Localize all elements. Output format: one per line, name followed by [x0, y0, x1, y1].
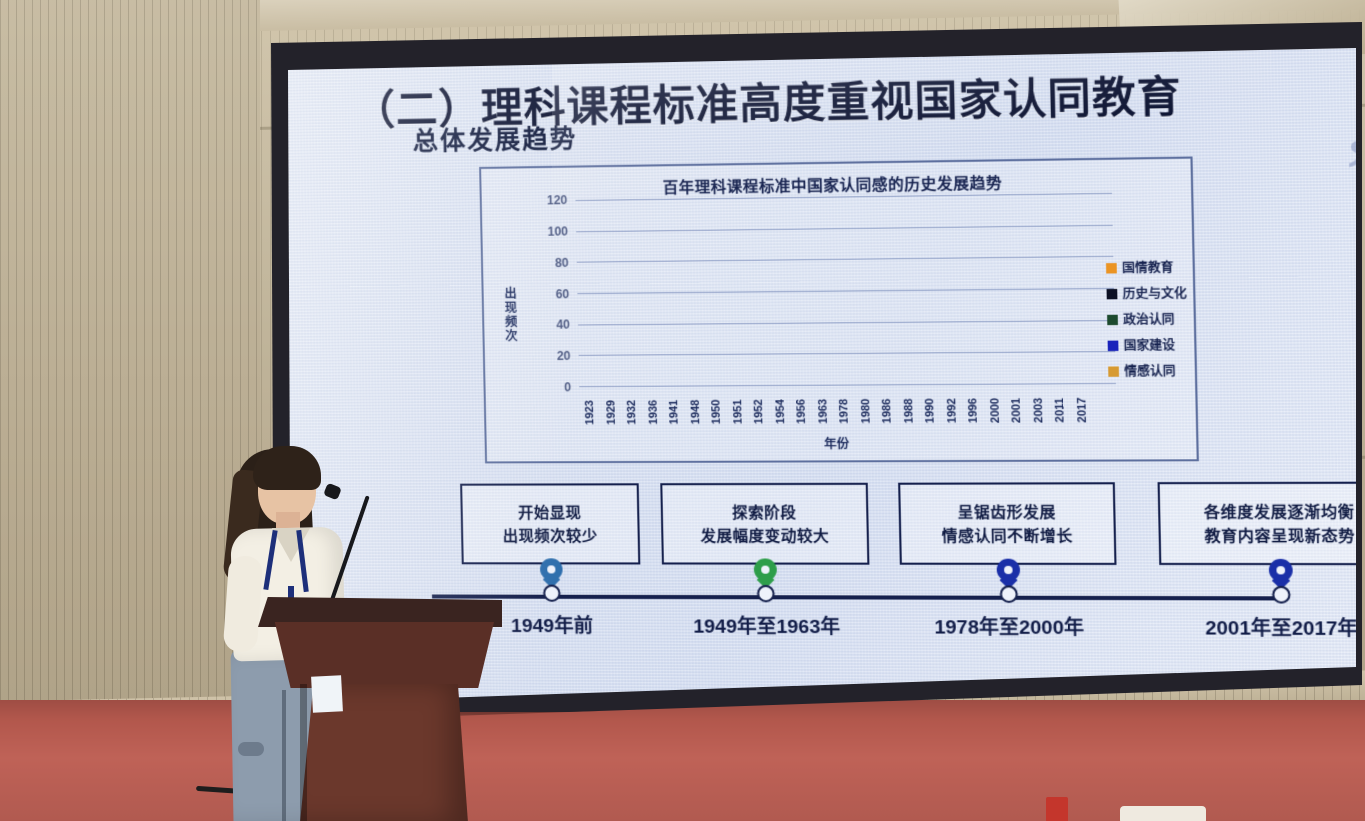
x-tick-label: 2017 — [1075, 397, 1089, 423]
x-tick-label: 1990 — [923, 398, 938, 424]
pin-dot — [761, 565, 770, 574]
x-tick-label: 1929 — [604, 399, 618, 425]
timeline-card-line1: 各维度发展逐渐均衡 — [1203, 503, 1355, 522]
chart-plot-area: 0 20 40 60 80 100 120 1923 1929 1932 1936 1941 1948… — [547, 192, 1116, 425]
podium-face — [274, 622, 494, 688]
x-tick-label: 1963 — [816, 398, 830, 424]
legend-swatch — [1107, 314, 1118, 325]
chart-x-axis-label: 年份 — [823, 436, 850, 452]
timeline-card-line2: 教育内容呈现新态势 — [1204, 527, 1356, 546]
map-pin-icon — [995, 558, 1020, 603]
presenter-jeans-seam — [282, 690, 286, 821]
stage-floor — [0, 700, 1365, 821]
timeline-item[interactable]: 各维度发展逐渐均衡 教育内容呈现新态势 2001年至2017年 — [1157, 481, 1356, 640]
x-tick-label: 1923 — [583, 400, 597, 425]
x-tick-label: 2000 — [988, 397, 1002, 424]
chart-bars: 1923 1929 1932 1936 1941 1948 1950 1951 1952 1954… — [576, 193, 1093, 425]
x-tick-label: 1936 — [646, 399, 660, 425]
podium-notes — [311, 675, 343, 713]
pin-base-ring — [756, 584, 775, 603]
x-tick-label: 1932 — [625, 399, 639, 425]
timeline-caption: 2001年至2017年 — [1205, 617, 1359, 641]
x-tick-label: 1948 — [689, 399, 703, 425]
timeline-item[interactable]: 呈锯齿形发展 情感认同不断增长 1978年至2000年 — [898, 482, 1117, 639]
map-pin-icon — [753, 558, 778, 603]
pin-base-ring — [1271, 585, 1291, 604]
timeline-card[interactable]: 开始显现出现频次较少 — [460, 483, 641, 565]
x-tick-label: 2011 — [1053, 397, 1068, 423]
led-screen: （二）理科课程标准高度重视国家认同教育 总体发展趋势 ” 百年理科课程标准中国家… — [252, 22, 1362, 712]
chart-legend: 国情教育历史与文化政治认同国家建设情感认同 — [1105, 258, 1189, 380]
pin-base-ring — [542, 584, 561, 602]
x-tick-label: 1950 — [710, 399, 724, 425]
timeline-card-line2: 发展幅度变动较大 — [700, 527, 830, 546]
x-tick-label: 1952 — [752, 399, 766, 425]
chart-panel: 百年理科课程标准中国家认同感的历史发展趋势 出现频次 年份 0 20 40 60 80 1… — [479, 156, 1199, 464]
legend-swatch — [1108, 365, 1120, 377]
y-tick-label: 20 — [556, 348, 571, 364]
pin-dot — [1275, 566, 1285, 575]
y-tick-label: 40 — [556, 317, 571, 333]
presenter-jeans-rip — [238, 742, 264, 756]
wall-left-panel — [0, 0, 260, 760]
presenter-hair-front — [253, 446, 321, 490]
pin-dot — [1003, 565, 1013, 575]
legend-item: 政治认同 — [1107, 310, 1188, 328]
timeline-card[interactable]: 呈锯齿形发展 情感认同不断增长 — [898, 482, 1117, 565]
legend-item: 国家建设 — [1107, 336, 1189, 354]
x-tick-label: 1954 — [774, 399, 788, 425]
x-tick-label: 2003 — [1032, 397, 1046, 423]
x-tick-label: 1980 — [859, 398, 873, 424]
timeline-item[interactable]: 开始显现 出现频次较少 1949年前 — [460, 483, 641, 637]
y-tick-label: 0 — [564, 380, 572, 395]
x-tick-label: 2001 — [1010, 397, 1024, 423]
y-tick-label: 100 — [547, 224, 569, 239]
timeline-card-line1: 探索阶段 — [731, 504, 797, 522]
bar-column: 2017 — [1067, 193, 1093, 422]
presenter-arm — [222, 554, 264, 654]
legend-item: 情感认同 — [1108, 362, 1189, 380]
x-tick-label: 1941 — [668, 399, 681, 425]
timeline-caption: 1978年至2000年 — [934, 617, 1085, 640]
timeline-card-line2: 情感认同不断增长 — [941, 527, 1074, 546]
timeline-card[interactable]: 探索阶段发展幅度变动较大 — [660, 482, 870, 565]
timeline-card[interactable]: 各维度发展逐渐均衡 教育内容呈现新态势 — [1157, 481, 1356, 566]
x-tick-label: 1988 — [902, 398, 916, 424]
legend-label: 历史与文化 — [1122, 286, 1187, 302]
x-tick-label: 1978 — [838, 398, 852, 424]
timeline: 开始显现 出现频次较少 1949年前 探索阶段 发展幅度变动较大 1949年至1963年呈… — [430, 481, 1356, 659]
y-tick-label: 80 — [554, 255, 569, 270]
legend-swatch — [1107, 340, 1119, 351]
timeline-card-line2: 出现频次较少 — [502, 527, 598, 546]
timeline-card-line1: 开始显现 — [517, 504, 582, 522]
x-tick-label: 1986 — [880, 398, 895, 424]
slide-subtitle: 总体发展趋势 — [412, 125, 578, 156]
legend-label: 情感认同 — [1124, 363, 1176, 379]
y-tick-label: 60 — [555, 286, 570, 301]
timeline-card-line1: 呈锯齿形发展 — [957, 504, 1057, 522]
red-cup — [1046, 797, 1068, 821]
timeline-caption: 1949年至1963年 — [693, 616, 841, 639]
legend-swatch — [1105, 262, 1117, 273]
podium-edge — [300, 684, 307, 821]
legend-label: 国情教育 — [1121, 260, 1174, 276]
map-pin-icon — [539, 558, 563, 602]
y-tick-label: 120 — [546, 192, 568, 208]
x-tick-label: 1956 — [795, 398, 809, 424]
pin-base-ring — [999, 585, 1018, 603]
pin-dot — [546, 565, 555, 574]
chart-y-axis-label: 出现频次 — [502, 286, 519, 344]
legend-item: 历史与文化 — [1106, 284, 1187, 302]
paper-on-floor — [1120, 806, 1206, 821]
timeline-item[interactable]: 探索阶段发展幅度变动较大 1949年至1963年 — [660, 482, 870, 638]
x-tick-label: 1992 — [945, 398, 959, 424]
x-tick-label: 1951 — [731, 399, 745, 425]
legend-label: 国家建设 — [1123, 338, 1176, 353]
map-pin-icon — [1268, 558, 1293, 604]
legend-label: 政治认同 — [1123, 312, 1175, 328]
legend-item: 国情教育 — [1105, 258, 1187, 276]
x-tick-label: 1996 — [967, 397, 981, 424]
legend-swatch — [1106, 288, 1118, 299]
